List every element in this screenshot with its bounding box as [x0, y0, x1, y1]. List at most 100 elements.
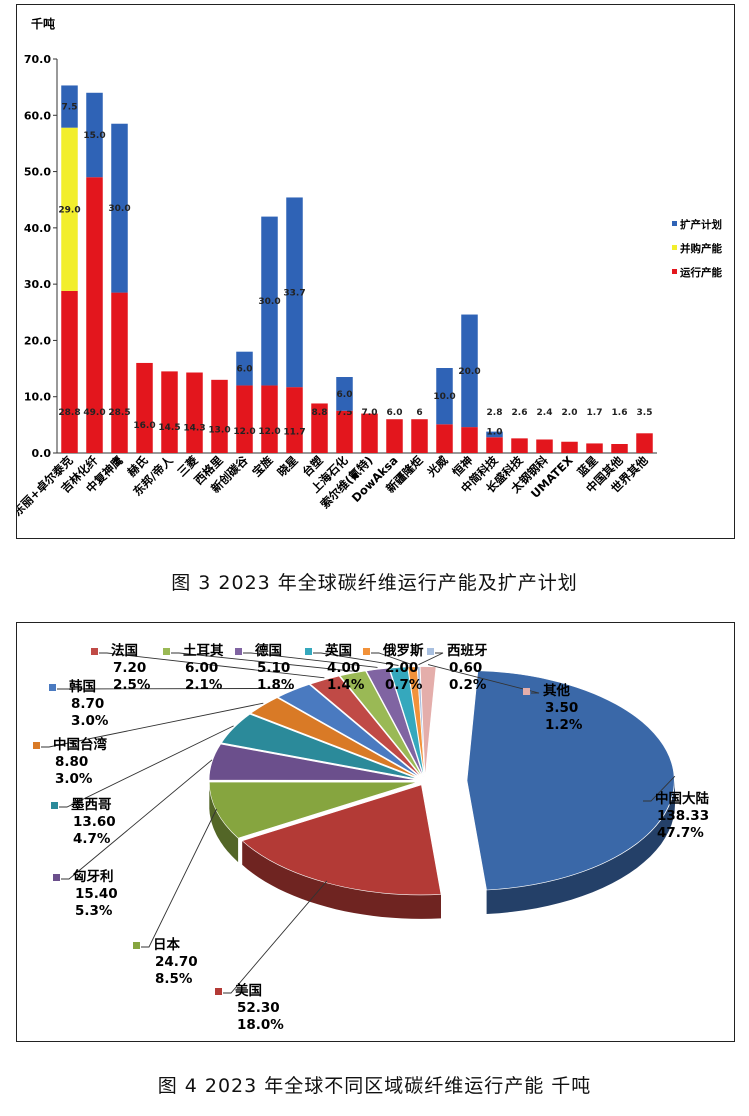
- legend-label: 运行产能: [680, 266, 722, 279]
- slice-label: 德国: [255, 642, 282, 659]
- data-label: 2.8: [487, 408, 503, 418]
- legend-swatch: [305, 648, 312, 655]
- slice-label: 英国: [324, 642, 352, 659]
- bar-segment: [186, 372, 203, 453]
- data-label: 2.4: [537, 408, 553, 418]
- slice-percent: 1.8%: [257, 677, 295, 693]
- leader-line: [171, 652, 353, 672]
- legend-swatch: [672, 245, 677, 250]
- data-label: 16.0: [133, 421, 155, 431]
- bar-segment: [286, 197, 303, 388]
- figure-4-caption: 图 4 2023 年全球不同区域碳纤维运行产能 千吨: [157, 1075, 592, 1097]
- legend-swatch: [635, 796, 642, 803]
- bar-segment: [586, 443, 603, 453]
- slice-percent: 8.5%: [155, 971, 193, 987]
- data-label: 12.0: [258, 427, 280, 437]
- pie-slice-side: [242, 840, 441, 919]
- bar-segment: [361, 413, 378, 453]
- slice-percent: 3.0%: [55, 771, 93, 787]
- slice-label: 韩国: [69, 678, 96, 695]
- data-label: 10.0: [433, 392, 455, 402]
- slice-percent: 2.5%: [113, 677, 151, 693]
- data-label: 7.0: [362, 408, 378, 418]
- leader-line: [141, 808, 218, 948]
- data-label: 6.0: [387, 408, 403, 418]
- slice-percent: 4.7%: [73, 831, 111, 847]
- data-label: 11.7: [283, 428, 305, 438]
- bar-segment: [261, 385, 278, 453]
- slice-label: 中国大陆: [655, 790, 709, 807]
- category-label: 光威: [424, 453, 451, 480]
- bar-segment: [636, 433, 653, 453]
- pie-slice-side: [486, 780, 675, 914]
- y-tick-label: 0.0: [32, 447, 52, 460]
- figure-3-caption: 图 3 2023 年全球碳纤维运行产能及扩产计划: [171, 572, 578, 594]
- slice-value: 7.20: [113, 660, 146, 676]
- pie-slice: [365, 667, 424, 777]
- legend-swatch: [53, 874, 60, 881]
- bar-segment: [236, 385, 253, 453]
- y-tick-label: 20.0: [24, 334, 51, 347]
- data-label: 6.0: [337, 390, 353, 400]
- y-tick-label: 10.0: [24, 391, 51, 404]
- bar-segment: [486, 431, 503, 438]
- leader-line: [643, 775, 676, 802]
- y-tick-label: 40.0: [24, 222, 51, 235]
- pie-slice: [277, 684, 421, 778]
- bar-segment: [461, 314, 478, 428]
- slice-value: 13.60: [73, 814, 116, 830]
- leader-line: [61, 759, 213, 880]
- bar-segment: [286, 387, 303, 453]
- bar-segment: [86, 92, 103, 178]
- legend-swatch: [133, 942, 140, 949]
- bar-segment: [336, 377, 353, 411]
- y-tick-label: 30.0: [24, 278, 51, 291]
- slice-label: 墨西哥: [71, 797, 112, 813]
- data-label: 2.6: [512, 408, 528, 418]
- bar-segment: [161, 371, 178, 453]
- slice-label: 西班牙: [447, 642, 488, 659]
- pie-slice: [466, 670, 675, 891]
- bar-segment: [536, 439, 553, 453]
- pie-slice: [339, 670, 423, 778]
- data-label: 7.5: [337, 408, 353, 418]
- y-tick-label: 70.0: [24, 53, 51, 66]
- legend-swatch: [363, 648, 370, 655]
- legend-swatch: [215, 988, 222, 995]
- data-label: 6.0: [237, 365, 253, 375]
- data-label: 30.0: [108, 204, 130, 214]
- slice-value: 24.70: [155, 954, 198, 970]
- pie-slice: [416, 666, 426, 777]
- data-label: 28.5: [108, 408, 130, 418]
- slice-value: 15.40: [75, 886, 118, 902]
- bar-segment: [436, 368, 453, 425]
- data-label: 1.0: [487, 428, 503, 438]
- slice-percent: 1.4%: [327, 677, 365, 693]
- capacity-bar-chart: 千吨 0.0 10.0 20.0 30.0 40.0 50.0 60.0 70.0 28.8 29.…: [10, 16, 722, 519]
- data-label: 33.7: [283, 288, 305, 298]
- bar-segment: [61, 127, 78, 291]
- data-label: 3.5: [637, 408, 653, 418]
- bar-segment: [436, 424, 453, 453]
- leader-line: [41, 702, 264, 748]
- bar-segment: [311, 403, 328, 453]
- y-tick-label: 60.0: [24, 109, 51, 122]
- leader-line: [99, 652, 325, 679]
- slice-percent: 18.0%: [237, 1017, 284, 1033]
- leader-line: [313, 652, 399, 666]
- pie-slice: [389, 666, 425, 777]
- slice-value: 8.70: [71, 696, 104, 712]
- bar-segment: [511, 438, 528, 453]
- bar-segment: [336, 410, 353, 453]
- slice-value: 0.60: [449, 660, 482, 676]
- legend-swatch: [91, 648, 98, 655]
- data-label: 30.0: [258, 297, 280, 307]
- legend-swatch: [33, 742, 40, 749]
- y-axis-unit: 千吨: [31, 16, 55, 31]
- pie-slice: [221, 713, 419, 780]
- category-label: 宝旌: [249, 453, 276, 480]
- leader-line: [418, 652, 444, 666]
- slice-percent: 2.1%: [185, 677, 223, 693]
- bar-segment: [411, 419, 428, 453]
